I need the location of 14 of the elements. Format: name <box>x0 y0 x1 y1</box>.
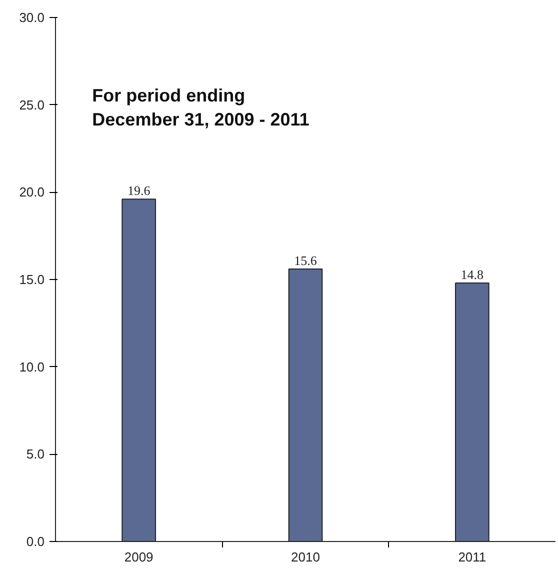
x-tick-label: 2009 <box>124 550 154 564</box>
y-tick-label: 5.0 <box>26 446 45 462</box>
data-label: 15.6 <box>294 253 318 268</box>
y-tick-label: 10.0 <box>19 359 45 374</box>
y-tick-label: 20.0 <box>19 184 45 200</box>
y-tick-label: 0.0 <box>26 534 45 549</box>
data-label: 19.6 <box>127 183 151 198</box>
y-tick-label: 25.0 <box>19 97 45 112</box>
x-tick-label: 2011 <box>458 550 486 564</box>
y-tick-label: 30.0 <box>19 10 45 25</box>
x-tick-label: 2010 <box>291 550 320 564</box>
y-tick-label: 15.0 <box>19 272 45 287</box>
data-label: 14.8 <box>460 266 484 282</box>
text: For period ending December 31, 2009 - 2011 <box>92 86 310 130</box>
